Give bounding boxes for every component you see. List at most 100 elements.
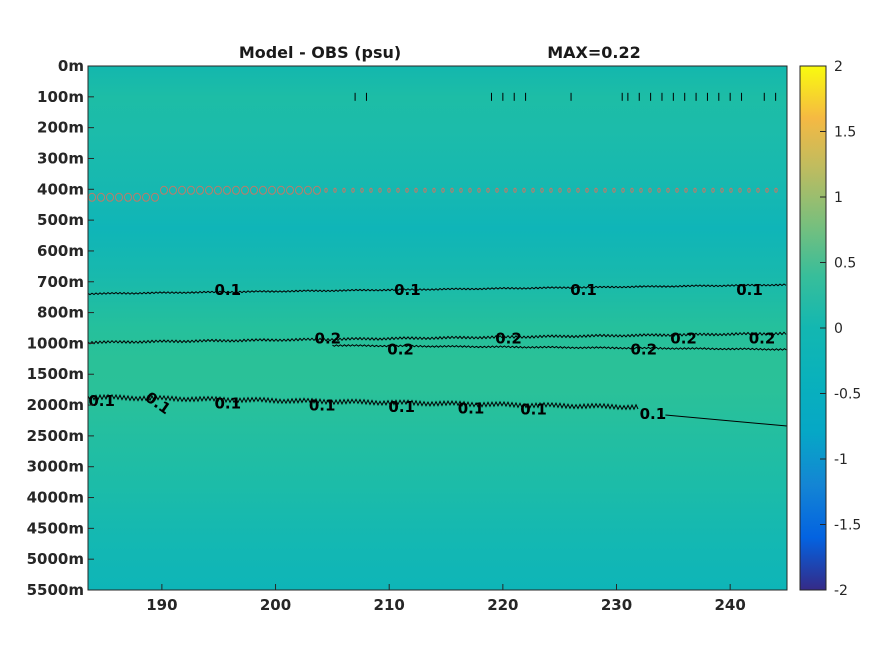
y-tick-label: 200m bbox=[37, 119, 84, 137]
negative-contour-mark bbox=[432, 187, 436, 193]
max-label: MAX=0.22 bbox=[547, 43, 641, 62]
colorbar-tick-label: -0.5 bbox=[834, 387, 861, 403]
negative-contour-mark bbox=[639, 187, 643, 193]
negative-contour-mark bbox=[387, 187, 391, 193]
y-tick-label: 600m bbox=[37, 242, 84, 260]
x-axis: 190 200 210 220 230 240 bbox=[146, 584, 746, 614]
negative-contour-mark bbox=[693, 187, 697, 193]
negative-contour-mark bbox=[630, 187, 634, 193]
negative-contour-mark bbox=[774, 187, 778, 193]
negative-contour-mark bbox=[142, 192, 150, 202]
negative-contour-mark bbox=[756, 187, 760, 193]
negative-contour-mark bbox=[702, 187, 706, 193]
negative-contour-mark bbox=[765, 187, 769, 193]
y-axis: 0m 100m 200m 300m 400m 500m 600m 700m 800m 1000m 1… bbox=[27, 57, 94, 599]
negative-contour-mark bbox=[196, 185, 204, 195]
negative-contour-mark bbox=[441, 187, 445, 193]
negative-contour-mark bbox=[313, 185, 321, 195]
negative-contour-mark bbox=[612, 187, 616, 193]
negative-contour-mark bbox=[414, 187, 418, 193]
contour-label: 0.1 bbox=[394, 281, 421, 299]
negative-contour-mark bbox=[738, 187, 742, 193]
negative-contour-mark bbox=[277, 185, 285, 195]
colorbar-tick-label: -2 bbox=[834, 583, 848, 599]
negative-contour-mark bbox=[684, 187, 688, 193]
contour-label: 0.2 bbox=[749, 329, 776, 347]
negative-contour-mark bbox=[504, 187, 508, 193]
y-tick-label: 500m bbox=[37, 211, 84, 229]
negative-contour-mark bbox=[486, 187, 490, 193]
negative-contour-mark bbox=[396, 187, 400, 193]
negative-contour-mark bbox=[187, 185, 195, 195]
contour-label: 0.2 bbox=[495, 329, 522, 347]
contour-label: 0.2 bbox=[387, 340, 414, 358]
negative-contour-mark bbox=[711, 187, 715, 193]
negative-contour-mark bbox=[160, 185, 168, 195]
y-tick-label: 300m bbox=[37, 149, 84, 167]
contour-label: 0.1 bbox=[570, 281, 597, 299]
negative-contour-mark bbox=[133, 192, 141, 202]
negative-contour-mark bbox=[720, 187, 724, 193]
negative-contour-mark bbox=[378, 187, 382, 193]
contour-label: 0.2 bbox=[631, 340, 658, 358]
negative-contour-mark bbox=[124, 192, 132, 202]
y-tick-label: 2500m bbox=[27, 427, 84, 445]
negative-contour-mark bbox=[351, 187, 355, 193]
contour-label: 0.2 bbox=[670, 329, 697, 347]
colorbar-tick-label: -1 bbox=[834, 452, 848, 468]
negative-contour-mark bbox=[324, 187, 328, 193]
negative-contour-mark bbox=[151, 192, 159, 202]
negative-contour-mark bbox=[468, 187, 472, 193]
negative-contour-mark bbox=[360, 187, 364, 193]
negative-contour-mark bbox=[621, 187, 625, 193]
negative-contour-mark bbox=[169, 185, 177, 195]
negative-contour-mark bbox=[477, 187, 481, 193]
negative-contour-mark bbox=[369, 187, 373, 193]
x-tick-label: 230 bbox=[601, 596, 632, 614]
x-tick-label: 240 bbox=[715, 596, 746, 614]
negative-contour-mark bbox=[747, 187, 751, 193]
negative-contour-mark bbox=[495, 187, 499, 193]
negative-contour-mark bbox=[286, 185, 294, 195]
negative-contour-mark bbox=[657, 187, 661, 193]
colorbar-tick-label: 0.5 bbox=[834, 256, 856, 272]
contour-label: 0.1 bbox=[309, 396, 336, 414]
y-tick-label: 700m bbox=[37, 273, 84, 291]
negative-contour-mark bbox=[405, 187, 409, 193]
contour-line bbox=[665, 414, 787, 427]
contour-label: 0.1 bbox=[640, 405, 667, 423]
colorbar-tick-label: 2 bbox=[834, 59, 843, 75]
negative-contour-mark bbox=[259, 185, 267, 195]
y-tick-label: 2000m bbox=[27, 396, 84, 414]
contour-label: 0.1 bbox=[520, 401, 547, 419]
contour-label: 0.2 bbox=[315, 329, 342, 347]
contour-label: 0.1 bbox=[215, 281, 242, 299]
negative-contour-mark bbox=[97, 192, 105, 202]
y-tick-label: 400m bbox=[37, 180, 84, 198]
negative-contour-mark bbox=[567, 187, 571, 193]
negative-contour-mark bbox=[594, 187, 598, 193]
y-tick-label: 5500m bbox=[27, 581, 84, 599]
x-tick-label: 220 bbox=[487, 596, 518, 614]
negative-contour-mark bbox=[729, 187, 733, 193]
contour-label: 0.1 bbox=[88, 392, 115, 410]
negative-contour-mark bbox=[576, 187, 580, 193]
y-tick-label: 800m bbox=[37, 304, 84, 322]
y-tick-label: 4000m bbox=[27, 489, 84, 507]
negative-contour-mark bbox=[115, 192, 123, 202]
negative-contour-mark bbox=[549, 187, 553, 193]
negative-contour-mark bbox=[522, 187, 526, 193]
contour-label: 0.1 bbox=[215, 395, 242, 413]
negative-contour-mark bbox=[585, 187, 589, 193]
plot-frame bbox=[87, 65, 788, 591]
negative-contour-mark bbox=[450, 187, 454, 193]
negative-contour-mark bbox=[304, 185, 312, 195]
contour-line bbox=[332, 344, 787, 351]
colorbar-tick-label: 0 bbox=[834, 321, 843, 337]
negative-contour-mark bbox=[342, 187, 346, 193]
y-tick-label: 1000m bbox=[27, 334, 84, 352]
negative-contour-mark bbox=[531, 187, 535, 193]
negative-contour-mark bbox=[540, 187, 544, 193]
negative-contour-mark bbox=[205, 185, 213, 195]
